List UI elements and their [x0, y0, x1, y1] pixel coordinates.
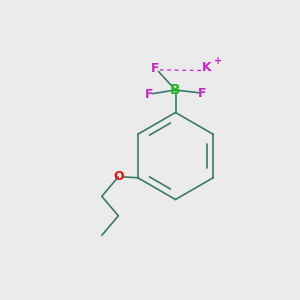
Text: F: F — [151, 62, 160, 75]
Text: K: K — [202, 61, 212, 74]
Text: B: B — [170, 83, 181, 97]
Text: F: F — [198, 87, 206, 100]
Text: +: + — [214, 56, 223, 66]
Text: F: F — [145, 88, 153, 101]
Text: O: O — [113, 170, 124, 183]
